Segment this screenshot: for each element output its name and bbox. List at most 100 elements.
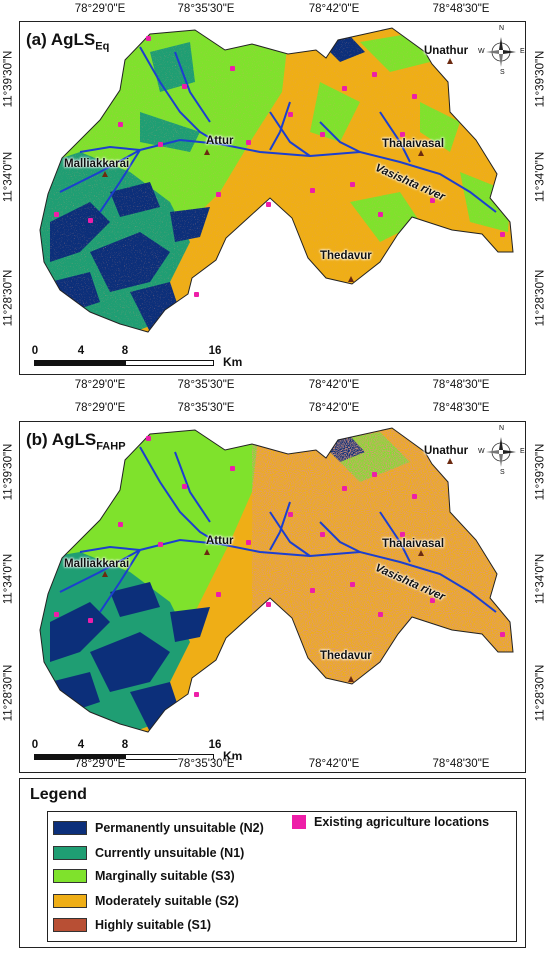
suitability-map-a xyxy=(39,27,514,333)
coord-label: 78°35'30"E xyxy=(177,758,235,771)
town-label-malliakkarai: Malliakkarai xyxy=(64,158,130,170)
legend-swatch xyxy=(292,815,306,829)
scale-bar-white xyxy=(125,360,214,366)
legend-label: Marginally suitable (S3) xyxy=(95,869,235,883)
agri-location-marker xyxy=(288,512,293,517)
north-arrow-icon xyxy=(486,437,516,467)
panel-title-a: (a) AgLSEq xyxy=(26,30,109,52)
town-marker xyxy=(447,58,453,64)
agri-location-marker xyxy=(400,132,405,137)
compass-e: E xyxy=(520,448,525,455)
agri-location-marker xyxy=(350,182,355,187)
agri-location-marker xyxy=(146,436,151,441)
coord-label: 78°35'30"E xyxy=(177,402,235,414)
agri-location-marker xyxy=(430,598,435,603)
agri-location-marker xyxy=(230,466,235,471)
agri-location-marker xyxy=(194,292,199,297)
town-label-thedavur: Thedavur xyxy=(320,250,372,262)
map-frame-a: (a) AgLSEq Unathur Attur Thalaivasal Mal… xyxy=(19,21,526,375)
town-marker xyxy=(204,149,210,155)
agri-location-marker xyxy=(266,202,271,207)
north-arrow-icon xyxy=(486,37,516,67)
coord-label: 78°35'30"E xyxy=(177,3,235,15)
scale-unit: Km xyxy=(223,355,243,369)
panel-title-subscript: Eq xyxy=(95,40,110,53)
agri-location-marker xyxy=(412,94,417,99)
town-marker xyxy=(348,276,354,282)
agri-location-marker xyxy=(320,532,325,537)
agri-location-marker xyxy=(118,122,123,127)
coord-label: 11°28'30"N xyxy=(534,664,547,722)
coord-label: 78°42'0"E xyxy=(308,3,360,15)
legend-item-s1: Highly suitable (S1) xyxy=(53,918,211,932)
legend-label: Existing agriculture locations xyxy=(314,815,490,829)
coord-label: 11°39'30"N xyxy=(2,443,15,501)
coord-label: 11°28'30"N xyxy=(2,269,15,327)
river-network-a xyxy=(59,46,497,213)
town-label-thalaivasal: Thalaivasal xyxy=(382,138,445,150)
agri-location-marker xyxy=(372,472,377,477)
legend-label: Moderately suitable (S2) xyxy=(95,894,239,908)
legend-swatch xyxy=(53,869,87,883)
coord-label: 78°29'0"E xyxy=(74,758,126,771)
agri-location-marker xyxy=(146,36,151,41)
legend-box: Permanently unsuitable (N2) Currently un… xyxy=(47,811,517,942)
legend-label: Highly suitable (S1) xyxy=(95,918,211,932)
legend: Legend Permanently unsuitable (N2) Curre… xyxy=(19,778,526,948)
coord-label: 78°42'0"E xyxy=(308,402,360,414)
agri-location-marker xyxy=(266,602,271,607)
agri-location-marker xyxy=(246,140,251,145)
agri-location-marker xyxy=(54,212,59,217)
coord-label: 11°39'30"N xyxy=(2,50,15,108)
legend-item-s3: Marginally suitable (S3) xyxy=(53,869,235,883)
coord-label: 11°34'0"N xyxy=(2,553,15,605)
scale-tick-label: 8 xyxy=(121,739,129,751)
suitability-map-b xyxy=(39,427,514,733)
scale-tick-label: 8 xyxy=(121,345,129,357)
panel-title-text: (a) AgLS xyxy=(26,30,96,49)
agri-location-marker xyxy=(158,142,163,147)
coord-label: 11°34'0"N xyxy=(534,553,547,605)
compass-e: E xyxy=(520,48,525,55)
coord-label: 78°48'30"E xyxy=(432,402,490,414)
coord-label: 11°39'30"N xyxy=(534,443,547,501)
scale-tick-label: 16 xyxy=(208,739,222,751)
agri-location-marker xyxy=(230,66,235,71)
agri-location-marker xyxy=(342,86,347,91)
agri-location-marker xyxy=(310,188,315,193)
legend-swatch xyxy=(53,894,87,908)
compass-n: N xyxy=(499,25,505,32)
panel-title-text: (b) AgLS xyxy=(26,430,97,449)
coord-label: 78°29'0"E xyxy=(74,402,126,414)
legend-label: Permanently unsuitable (N2) xyxy=(95,821,264,835)
town-label-malliakkarai: Malliakkarai xyxy=(64,558,130,570)
town-marker xyxy=(447,458,453,464)
town-marker xyxy=(102,571,108,577)
agri-location-marker xyxy=(500,232,505,237)
agri-location-marker xyxy=(372,72,377,77)
compass-s: S xyxy=(500,69,505,76)
river-network-b xyxy=(59,446,497,613)
agri-location-marker xyxy=(310,588,315,593)
coord-label: 11°34'0"N xyxy=(2,151,15,203)
agri-location-marker xyxy=(400,532,405,537)
legend-swatch xyxy=(53,821,87,835)
legend-item-n1: Currently unsuitable (N1) xyxy=(53,846,244,860)
agri-location-marker xyxy=(288,112,293,117)
town-label-attur: Attur xyxy=(206,535,234,547)
coord-label: 11°34'0"N xyxy=(534,151,547,203)
town-marker xyxy=(204,549,210,555)
legend-swatch xyxy=(53,918,87,932)
panel-title-b: (b) AgLSFAHP xyxy=(26,430,126,452)
suitability-raster-a xyxy=(40,28,513,332)
agri-location-marker xyxy=(182,484,187,489)
coord-label: 11°39'30"N xyxy=(534,50,547,108)
town-marker xyxy=(348,676,354,682)
district-boundary-b xyxy=(39,427,514,733)
town-marker xyxy=(418,150,424,156)
coord-label: 78°42'0"E xyxy=(308,379,360,391)
legend-item-n2: Permanently unsuitable (N2) xyxy=(53,821,264,835)
town-label-attur: Attur xyxy=(206,135,234,147)
agri-location-marker xyxy=(182,84,187,89)
town-marker xyxy=(418,550,424,556)
